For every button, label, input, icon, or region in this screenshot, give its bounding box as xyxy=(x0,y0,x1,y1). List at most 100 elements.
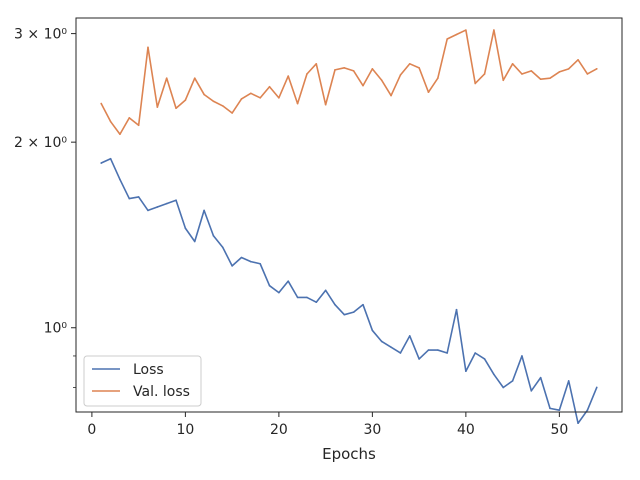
data-point-val-loss xyxy=(278,97,280,99)
data-point-loss xyxy=(399,352,402,354)
data-point-val-loss xyxy=(493,29,495,31)
data-point-loss xyxy=(109,157,112,160)
y-tick-label: 3 × 10⁰ xyxy=(14,27,67,43)
data-point-loss xyxy=(147,209,149,212)
x-axis-label: Epochs xyxy=(322,445,376,463)
data-point-val-loss xyxy=(212,100,215,103)
data-point-loss xyxy=(165,202,168,205)
x-tick-label: 20 xyxy=(270,422,288,438)
data-point-loss xyxy=(128,197,131,200)
axes-layer xyxy=(75,17,623,413)
data-point-val-loss xyxy=(343,67,346,69)
x-tick-label: 40 xyxy=(457,422,475,438)
data-point-val-loss xyxy=(390,94,392,97)
data-point-val-loss xyxy=(324,103,327,106)
plot-frame xyxy=(75,17,623,413)
y-axis-ticks: 10⁰ 2 × 10⁰ 3 × 10⁰ xyxy=(14,27,76,388)
data-point-loss xyxy=(137,196,140,198)
data-point-loss xyxy=(156,206,159,208)
series-layer xyxy=(100,29,598,425)
data-point-val-loss xyxy=(418,67,420,69)
data-point-loss xyxy=(437,349,439,351)
data-point-loss xyxy=(446,352,448,354)
data-point-loss xyxy=(567,380,570,382)
data-point-loss xyxy=(549,407,551,410)
data-point-val-loss xyxy=(474,82,477,85)
data-point-loss xyxy=(212,234,215,237)
data-point-val-loss xyxy=(137,124,140,127)
data-point-loss xyxy=(175,199,177,202)
data-point-val-loss xyxy=(521,73,523,75)
data-point-val-loss xyxy=(231,112,233,114)
data-point-val-loss xyxy=(193,77,196,79)
x-tick-label: 0 xyxy=(87,422,96,438)
data-point-val-loss xyxy=(362,84,364,87)
data-point-val-loss xyxy=(595,68,598,70)
data-point-loss xyxy=(390,346,392,348)
data-point-val-loss xyxy=(446,38,448,40)
data-point-loss xyxy=(240,256,243,259)
data-point-val-loss xyxy=(549,77,551,79)
data-point-loss xyxy=(511,380,514,382)
data-point-val-loss xyxy=(352,70,355,72)
data-point-val-loss xyxy=(250,92,252,95)
data-point-loss xyxy=(465,370,467,373)
data-point-loss xyxy=(380,340,383,343)
data-point-loss xyxy=(324,289,327,292)
data-point-val-loss xyxy=(156,106,159,108)
data-point-loss xyxy=(306,296,308,299)
data-point-val-loss xyxy=(165,77,168,79)
data-point-val-loss xyxy=(100,102,103,105)
y-tick-label: 10⁰ xyxy=(44,321,68,337)
data-point-val-loss xyxy=(287,75,290,77)
x-tick-label: 30 xyxy=(363,422,381,438)
data-point-loss xyxy=(539,376,542,379)
data-point-val-loss xyxy=(371,68,374,70)
data-point-loss xyxy=(493,373,495,376)
series-line-val-loss xyxy=(100,29,598,136)
data-point-val-loss xyxy=(586,73,589,75)
data-point-val-loss xyxy=(147,46,149,49)
data-point-loss xyxy=(352,311,355,313)
data-point-loss xyxy=(334,303,336,306)
data-point-loss xyxy=(408,335,411,337)
data-point-val-loss xyxy=(539,78,542,81)
data-point-loss xyxy=(586,409,589,411)
data-point-val-loss xyxy=(399,74,402,76)
data-point-loss xyxy=(502,386,505,389)
data-point-loss xyxy=(287,280,290,282)
data-point-loss xyxy=(483,358,486,360)
data-point-loss xyxy=(203,209,205,212)
data-point-val-loss xyxy=(437,77,439,79)
data-point-val-loss xyxy=(408,63,411,65)
data-point-val-loss xyxy=(483,73,486,75)
data-point-val-loss xyxy=(558,71,561,73)
data-point-loss xyxy=(521,355,523,357)
data-point-val-loss xyxy=(315,63,318,65)
data-point-val-loss xyxy=(296,102,299,105)
data-point-loss xyxy=(455,308,458,311)
data-point-val-loss xyxy=(240,98,243,100)
data-point-loss xyxy=(231,265,233,267)
data-point-loss xyxy=(558,409,561,411)
data-point-val-loss xyxy=(259,97,261,99)
data-point-val-loss xyxy=(203,93,205,96)
data-point-loss xyxy=(100,162,103,164)
data-point-val-loss xyxy=(334,69,336,71)
data-point-loss xyxy=(418,358,420,360)
data-point-loss xyxy=(184,227,187,230)
data-point-loss xyxy=(268,284,271,287)
data-point-loss xyxy=(296,296,299,299)
data-point-loss xyxy=(595,386,598,389)
x-tick-label: 10 xyxy=(176,422,194,438)
y-tick-label: 2 × 10⁰ xyxy=(14,135,67,151)
legend-label-loss: Loss xyxy=(133,362,164,378)
data-point-loss xyxy=(427,349,430,351)
data-point-val-loss xyxy=(128,117,131,119)
legend: Loss Val. loss xyxy=(83,355,202,407)
x-axis-ticks: 0 10 20 30 40 50 xyxy=(87,412,568,438)
data-point-val-loss xyxy=(306,73,308,75)
data-point-val-loss xyxy=(455,33,458,36)
plot-area xyxy=(76,18,622,412)
